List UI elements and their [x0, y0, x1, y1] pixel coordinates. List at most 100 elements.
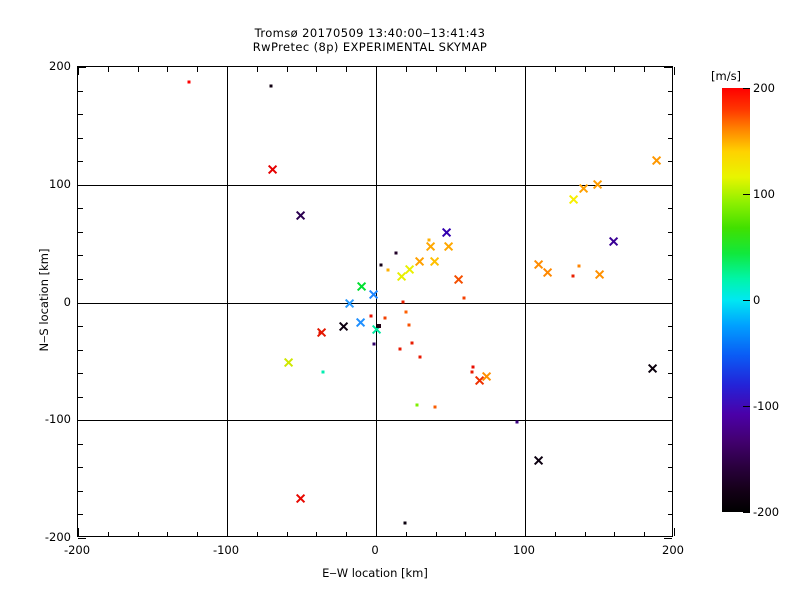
- x-tick-label: -200: [63, 543, 91, 557]
- axis-tick: [525, 528, 526, 536]
- axis-tick: [78, 326, 83, 328]
- x-tick-label: 100: [513, 543, 535, 557]
- axis-tick: [78, 490, 83, 492]
- data-point-marker: [344, 298, 355, 309]
- data-point-marker: [571, 274, 575, 278]
- axis-tick: [554, 67, 556, 72]
- data-point-marker: [441, 227, 452, 238]
- data-point-marker: [295, 493, 306, 504]
- data-point-marker: [394, 251, 398, 255]
- axis-tick: [405, 531, 407, 536]
- data-point-marker: [533, 455, 544, 466]
- axis-tick: [667, 90, 672, 92]
- colorbar-tick-label: -200: [753, 505, 780, 519]
- axis-tick: [78, 67, 79, 75]
- axis-tick: [525, 67, 526, 75]
- data-point-marker: [356, 281, 367, 292]
- data-point-marker: [418, 355, 422, 359]
- data-point-marker: [283, 357, 294, 368]
- axis-tick: [405, 67, 407, 72]
- axis-tick: [78, 67, 86, 68]
- axis-tick: [667, 373, 672, 375]
- axis-tick: [167, 67, 169, 72]
- axis-tick: [667, 490, 672, 492]
- x-tick-label: -100: [212, 543, 240, 557]
- data-point-marker: [462, 296, 466, 300]
- data-point-marker: [267, 164, 278, 175]
- data-point-marker: [443, 241, 454, 252]
- colorbar-tick: [743, 194, 750, 195]
- axis-tick: [667, 255, 672, 257]
- data-point-marker: [401, 300, 405, 303]
- gridline-vertical: [525, 67, 526, 536]
- data-point-marker: [321, 370, 325, 374]
- data-point-marker: [369, 314, 373, 318]
- data-point-marker: [403, 521, 407, 525]
- axis-tick: [78, 161, 83, 163]
- data-point-marker: [470, 370, 474, 374]
- axis-tick: [78, 231, 83, 233]
- axis-tick: [197, 531, 199, 536]
- colorbar-title: [m/s]: [711, 69, 742, 83]
- axis-tick: [78, 443, 83, 445]
- y-tick-label: -200: [44, 530, 71, 544]
- axis-tick: [667, 443, 672, 445]
- axis-tick: [256, 67, 258, 72]
- data-point-marker: [187, 80, 191, 84]
- axis-tick: [554, 531, 556, 536]
- axis-tick: [667, 231, 672, 233]
- data-point-marker: [542, 267, 553, 278]
- data-point-marker: [269, 84, 273, 88]
- axis-tick: [78, 184, 86, 186]
- data-point-marker: [515, 420, 519, 424]
- colorbar-tick-label: -100: [753, 399, 780, 413]
- axis-tick: [227, 528, 228, 536]
- y-tick-label: 100: [49, 176, 71, 191]
- axis-tick: [78, 302, 86, 304]
- plot-title: Tromsø 20170509 13:40:00‒13:41:43 RwPret…: [0, 26, 740, 54]
- axis-tick: [137, 531, 139, 536]
- axis-tick: [78, 208, 83, 210]
- data-point-marker: [407, 323, 411, 327]
- data-point-marker: [383, 316, 387, 320]
- axis-tick: [316, 67, 318, 72]
- axis-tick: [667, 467, 672, 469]
- data-point-marker: [481, 371, 492, 382]
- data-point-marker: [427, 238, 431, 242]
- x-tick-label: 0: [371, 543, 379, 557]
- axis-tick: [644, 531, 646, 536]
- axis-tick: [78, 114, 83, 116]
- axis-tick: [667, 326, 672, 328]
- axis-tick: [107, 531, 109, 536]
- axis-tick: [495, 67, 497, 72]
- axis-tick: [376, 528, 377, 536]
- data-point-marker: [415, 403, 419, 407]
- axis-tick: [667, 349, 672, 351]
- axis-tick: [346, 531, 348, 536]
- data-point-marker: [318, 331, 322, 335]
- axis-tick: [435, 67, 437, 72]
- data-point-marker: [425, 241, 436, 252]
- data-point-marker: [568, 194, 579, 205]
- data-point-marker: [578, 183, 589, 194]
- axis-tick: [286, 531, 288, 536]
- axis-tick: [667, 278, 672, 280]
- data-point-marker: [398, 347, 402, 351]
- axis-tick: [614, 67, 616, 72]
- data-point-marker: [577, 264, 581, 268]
- axis-tick: [667, 396, 672, 398]
- axis-tick: [465, 67, 467, 72]
- axis-tick: [667, 161, 672, 163]
- x-axis-title: E‒W location [km]: [322, 566, 428, 580]
- data-point-marker: [608, 236, 619, 247]
- x-tick-label: 200: [662, 543, 684, 557]
- axis-tick: [78, 467, 83, 469]
- data-point-marker: [404, 310, 408, 314]
- y-tick-label: -100: [44, 412, 71, 427]
- axis-tick: [107, 67, 109, 72]
- axis-tick: [667, 208, 672, 210]
- gridline-horizontal: [78, 184, 672, 186]
- axis-tick: [435, 531, 437, 536]
- axis-tick: [78, 349, 83, 351]
- gridline-vertical: [376, 67, 377, 536]
